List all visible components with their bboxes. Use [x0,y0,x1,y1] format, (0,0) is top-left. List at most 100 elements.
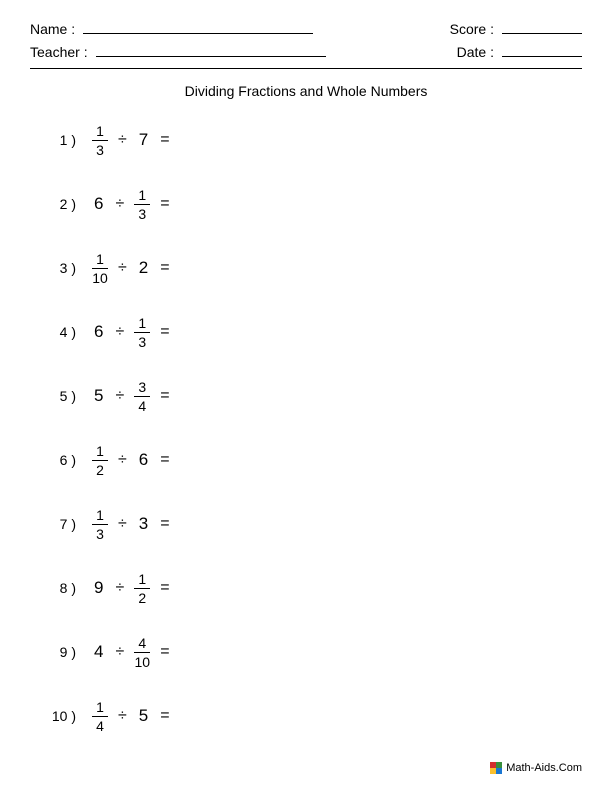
expression: 12÷6= [90,444,178,477]
whole-number: 6 [135,450,152,470]
problem-row: 1 )13÷7= [40,119,582,161]
score-label: Score : [450,21,494,37]
problem-row: 6 )12÷6= [40,439,582,481]
header-row-2: Teacher : Date : [30,43,582,60]
equals-sign: = [152,195,177,213]
problem-row: 8 )9÷12= [40,567,582,609]
fraction-numerator: 4 [138,636,146,652]
divide-operator: ÷ [110,259,135,277]
teacher-label: Teacher : [30,44,88,60]
problem-row: 9 )4÷410= [40,631,582,673]
problem-number: 6 ) [40,452,76,468]
expression: 6÷13= [90,188,178,221]
equals-sign: = [152,707,177,725]
name-field-group: Name : [30,20,410,37]
expression: 110÷2= [90,252,178,285]
score-field-group: Score : [450,20,582,37]
divide-operator: ÷ [110,707,135,725]
header-row-1: Name : Score : [30,20,582,37]
fraction-denominator: 4 [138,397,146,413]
footer-logo-icon [490,762,502,774]
problem-number: 5 ) [40,388,76,404]
expression: 4÷410= [90,636,178,669]
problem-row: 3 )110÷2= [40,247,582,289]
fraction-denominator: 2 [138,589,146,605]
score-blank [502,20,582,34]
divide-operator: ÷ [107,387,132,405]
whole-number: 9 [90,578,107,598]
header-divider [30,68,582,69]
expression: 14÷5= [90,700,178,733]
fraction: 110 [90,252,110,285]
fraction-numerator: 1 [96,508,104,524]
fraction: 14 [90,700,110,733]
name-blank [83,20,313,34]
problem-number: 10 ) [40,708,76,724]
fraction-denominator: 4 [96,717,104,733]
divide-operator: ÷ [110,451,135,469]
fraction-denominator: 3 [138,205,146,221]
equals-sign: = [152,515,177,533]
fraction-numerator: 1 [96,444,104,460]
teacher-field-group: Teacher : [30,43,417,60]
problem-number: 7 ) [40,516,76,532]
fraction: 34 [132,380,152,413]
expression: 9÷12= [90,572,178,605]
whole-number: 6 [90,322,107,342]
problem-row: 2 )6÷13= [40,183,582,225]
whole-number: 5 [135,706,152,726]
problem-number: 2 ) [40,196,76,212]
expression: 13÷7= [90,124,178,157]
date-field-group: Date : [457,43,582,60]
fraction-denominator: 10 [134,653,150,669]
divide-operator: ÷ [107,195,132,213]
problem-row: 7 )13÷3= [40,503,582,545]
problem-row: 5 )5÷34= [40,375,582,417]
whole-number: 5 [90,386,107,406]
fraction-denominator: 10 [92,269,108,285]
expression: 5÷34= [90,380,178,413]
fraction-denominator: 3 [138,333,146,349]
divide-operator: ÷ [107,323,132,341]
whole-number: 7 [135,130,152,150]
fraction: 13 [132,316,152,349]
divide-operator: ÷ [107,579,132,597]
teacher-blank [96,43,326,57]
problem-row: 10 )14÷5= [40,695,582,737]
divide-operator: ÷ [110,515,135,533]
fraction-numerator: 1 [138,572,146,588]
equals-sign: = [152,259,177,277]
date-blank [502,43,582,57]
problem-number: 8 ) [40,580,76,596]
whole-number: 6 [90,194,107,214]
divide-operator: ÷ [110,131,135,149]
fraction-numerator: 1 [96,700,104,716]
expression: 6÷13= [90,316,178,349]
fraction: 13 [90,124,110,157]
date-label: Date : [457,44,494,60]
fraction: 410 [132,636,152,669]
equals-sign: = [152,451,177,469]
fraction-denominator: 3 [96,525,104,541]
fraction-denominator: 2 [96,461,104,477]
equals-sign: = [152,131,177,149]
equals-sign: = [152,387,177,405]
footer-text: Math-Aids.Com [506,762,582,774]
fraction: 13 [132,188,152,221]
fraction-numerator: 1 [96,252,104,268]
fraction-numerator: 1 [96,124,104,140]
fraction-numerator: 1 [138,188,146,204]
fraction-numerator: 3 [138,380,146,396]
equals-sign: = [152,579,177,597]
problems-list: 1 )13÷7=2 )6÷13=3 )110÷2=4 )6÷13=5 )5÷34… [30,119,582,737]
equals-sign: = [152,323,177,341]
whole-number: 2 [135,258,152,278]
header: Name : Score : Teacher : Date : [30,20,582,69]
problem-number: 1 ) [40,132,76,148]
problem-row: 4 )6÷13= [40,311,582,353]
fraction: 12 [132,572,152,605]
whole-number: 3 [135,514,152,534]
fraction-denominator: 3 [96,141,104,157]
fraction-numerator: 1 [138,316,146,332]
fraction: 12 [90,444,110,477]
